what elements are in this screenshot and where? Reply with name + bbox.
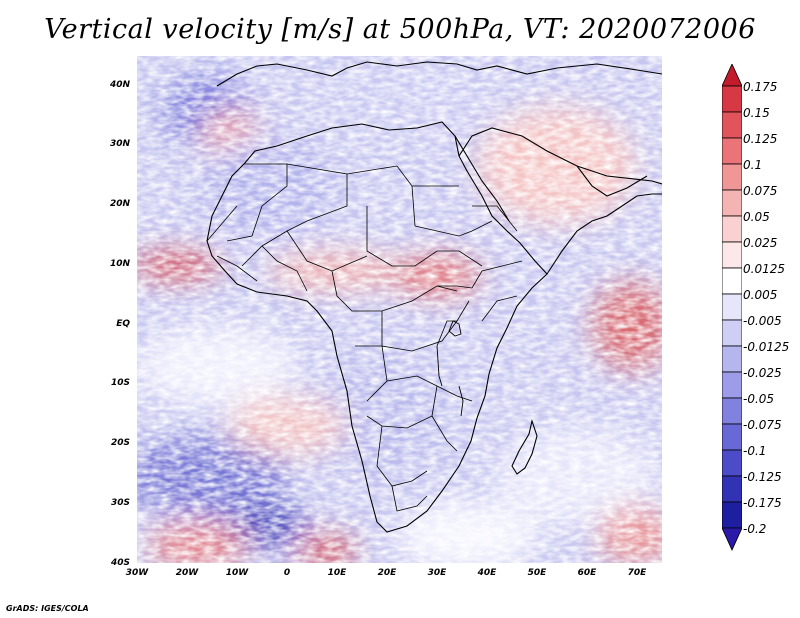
colorbar-cell [722, 137, 742, 165]
colorbar-label: 0.15 [743, 106, 770, 120]
lon-tick-30w: 30W [125, 568, 149, 578]
colorbar-cell [722, 423, 742, 451]
colorbar-cell [722, 163, 742, 191]
colorbar-label: 0.075 [743, 184, 778, 198]
colorbar-cell [722, 397, 742, 425]
colorbar-label: 0.1 [743, 158, 763, 172]
colorbar-cell [722, 475, 742, 503]
persian-gulf-coastline [576, 165, 648, 197]
colorbar-label: 0.175 [743, 80, 778, 94]
colorbar-cell [722, 111, 742, 139]
africa-coastline [206, 121, 548, 533]
coastlines [206, 61, 662, 533]
colorbar-cell [722, 189, 742, 217]
colorbar-label: -0.125 [743, 470, 782, 484]
map-area [137, 56, 662, 563]
lon-tick-40e: 40E [477, 568, 497, 578]
grads-credit: GrADS: IGES/COLA [6, 604, 89, 613]
madagascar-coastline [511, 418, 538, 475]
colorbar-label: -0.075 [743, 418, 782, 432]
map-title: Vertical velocity [m/s] at 500hPa, VT: 2… [44, 14, 756, 45]
lat-tick-40s: 40S [110, 558, 130, 568]
colorbar-cell [722, 215, 742, 243]
country-borders [206, 163, 523, 512]
colorbar-label: 0.005 [743, 288, 778, 302]
colorbar-label: -0.1 [743, 444, 767, 458]
lon-tick-70e: 70E [627, 568, 647, 578]
lakes [436, 320, 464, 417]
lon-tick-10w: 10W [225, 568, 249, 578]
colorbar-cell [722, 527, 742, 551]
colorbar-cell [722, 345, 742, 373]
colorbar-cell [722, 64, 742, 87]
arabia-coastline [458, 127, 662, 275]
lat-tick-20n: 20N [109, 199, 130, 209]
lat-tick-40n: 40N [109, 80, 130, 90]
colorbar-cell [722, 501, 742, 529]
lon-tick-10e: 10E [327, 568, 347, 578]
colorbar-label: -0.0125 [743, 340, 790, 354]
colorbar-cell [722, 449, 742, 477]
colorbar-cell [722, 293, 742, 321]
colorbar-cell [722, 241, 742, 269]
colorbar-cell [722, 319, 742, 347]
colorbar-label: 0.05 [743, 210, 770, 224]
lat-tick-30n: 30N [109, 139, 130, 149]
colorbar-label: -0.05 [743, 392, 775, 406]
lat-tick-eq: EQ [116, 319, 130, 329]
lon-tick-30e: 30E [427, 568, 447, 578]
europe-coastline [216, 61, 662, 87]
colorbar-cell [722, 371, 742, 399]
colorbar-cell [722, 85, 742, 113]
colorbar-label: 0.025 [743, 236, 778, 250]
lat-tick-10n: 10N [109, 259, 130, 269]
lon-tick-0: 0 [283, 568, 291, 578]
colorbar [722, 64, 742, 551]
colorbar-label: -0.005 [743, 314, 782, 328]
field-streaks [137, 56, 662, 563]
lat-tick-10s: 10S [110, 378, 130, 388]
velocity-map [137, 56, 662, 563]
colorbar-label: -0.2 [743, 522, 767, 536]
lon-tick-20w: 20W [175, 568, 199, 578]
colorbar-cell [722, 267, 742, 295]
lat-tick-20s: 20S [110, 438, 130, 448]
lon-tick-60e: 60E [577, 568, 597, 578]
colorbar-label: -0.175 [743, 496, 782, 510]
colorbar-label: -0.025 [743, 366, 782, 380]
red-sea-coastline [454, 135, 510, 222]
colorbar-label: 0.125 [743, 132, 778, 146]
lon-tick-50e: 50E [527, 568, 547, 578]
lon-tick-20e: 20E [377, 568, 397, 578]
lat-tick-30s: 30S [110, 498, 130, 508]
colorbar-label: 0.0125 [743, 262, 785, 276]
